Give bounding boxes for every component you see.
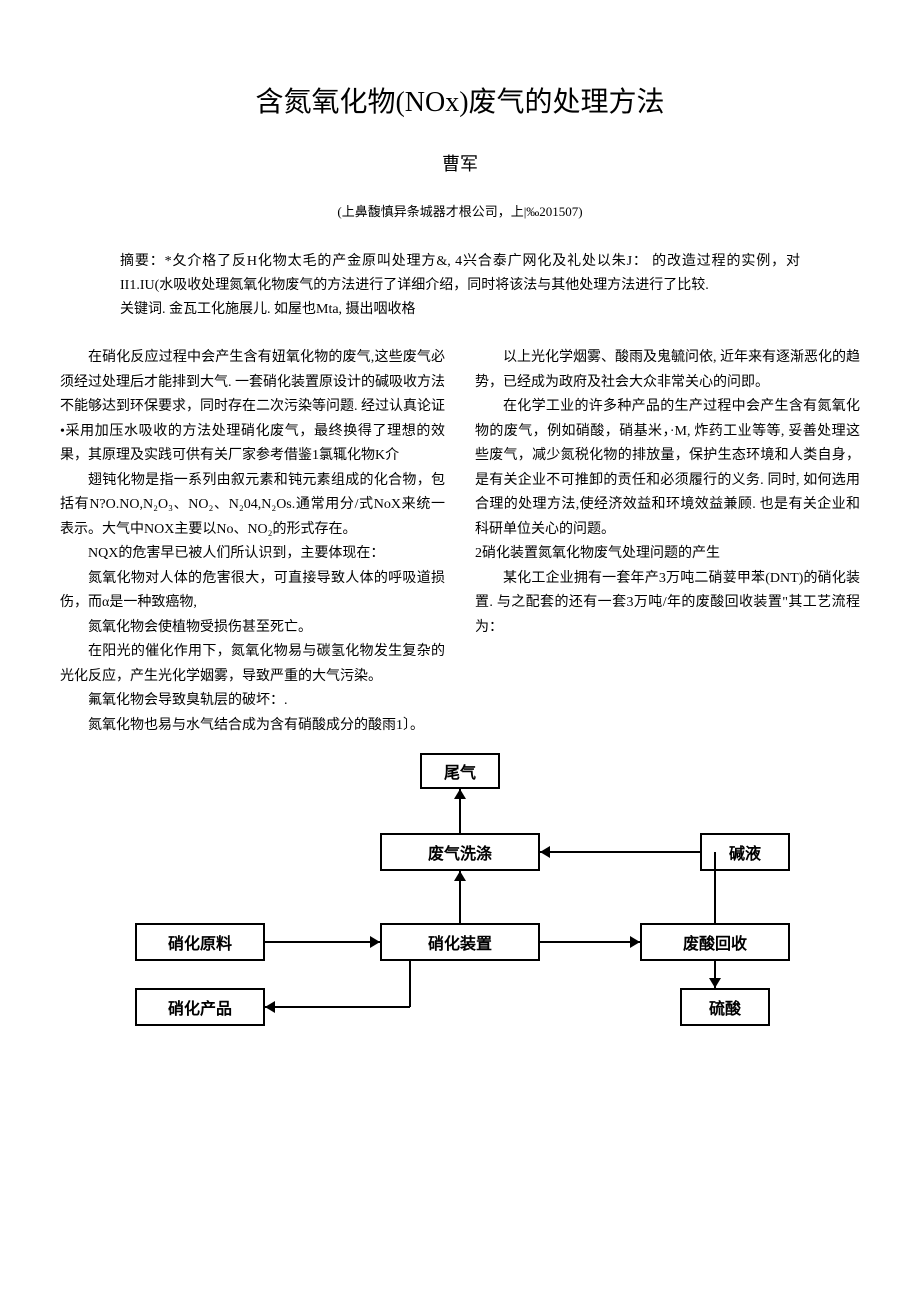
body-paragraph: 氮氧化物对人体的危害很大，可直接导致人体的呼吸道损伤，而α是一种致癌物, xyxy=(60,567,445,616)
affiliation: (上鼻馥慎异条城器才根公司，上|‰201507) xyxy=(60,201,860,220)
body-paragraph: 翅钝化物是指一系列由叙元素和钝元素组成的化合物，包括有N?O.NO,N₂O₃、N… xyxy=(60,469,445,543)
body-paragraph: 在阳光的催化作用下，氮氧化物易与碳氢化物发生复杂的光化反应，产生光化学姻雾，导致… xyxy=(60,640,445,689)
body-paragraph: 在化学工业的许多种产品的生产过程中会产生含有氮氧化物的废气，例如硝酸，硝基米，·… xyxy=(475,395,860,542)
flowchart-edge xyxy=(714,852,716,923)
author: 曹军 xyxy=(60,150,860,176)
keywords-text: 关键词. 金瓦工化施展儿. 如屋也Mta, 摄出咽收格 xyxy=(120,298,800,322)
arrowhead-icon xyxy=(454,871,466,881)
flowchart-node-reactor: 硝化装置 xyxy=(380,923,540,961)
flowchart-node-washing: 废气洗涤 xyxy=(380,833,540,871)
body-paragraph: NQX的危害早已被人们所认识到，主要体现在： xyxy=(60,542,445,567)
body-paragraph: 氮氧化物也易与水气结合成为含有硝酸成分的酸雨1〕。 xyxy=(60,714,445,739)
body-columns: 在硝化反应过程中会产生含有妞氧化物的废气,这些废气必须经过处理后才能排到大气. … xyxy=(60,346,860,738)
flowchart-edge xyxy=(265,1006,410,1008)
arrowhead-icon xyxy=(370,936,380,948)
abstract-text: 摘要：*夂介格了反H化物太毛的产金原叫处理方&, 4兴合泰广网化及礼处以朱J： … xyxy=(120,250,800,298)
arrowhead-icon xyxy=(454,789,466,799)
flowchart-node-raw: 硝化原料 xyxy=(135,923,265,961)
abstract-block: 摘要：*夂介格了反H化物太毛的产金原叫处理方&, 4兴合泰广网化及礼处以朱J： … xyxy=(60,250,860,321)
flowchart-node-recovery: 废酸回收 xyxy=(640,923,790,961)
page-title: 含氮氧化物(NOx)废气的处理方法 xyxy=(60,80,860,120)
flowchart-edge xyxy=(265,941,380,943)
arrowhead-icon xyxy=(265,1001,275,1013)
arrowhead-icon xyxy=(709,978,721,988)
right-column: 以上光化学烟雾、酸雨及鬼毓问依, 近年来有逐渐恶化的趋势，已经成为政府及社会大众… xyxy=(475,346,860,738)
flowchart-node-sulfuric: 硫酸 xyxy=(680,988,770,1026)
arrowhead-icon xyxy=(540,846,550,858)
flowchart-edge xyxy=(540,941,640,943)
process-flowchart: 尾气废气洗涤碱液硝化原料硝化装置废酸回收硝化产品硫酸 xyxy=(80,753,840,1023)
body-paragraph: 氮氧化物会使植物受损伤甚至死亡。 xyxy=(60,616,445,641)
flowchart-node-tailgas: 尾气 xyxy=(420,753,500,789)
left-column: 在硝化反应过程中会产生含有妞氧化物的废气,这些废气必须经过处理后才能排到大气. … xyxy=(60,346,445,738)
flowchart-edge xyxy=(409,961,411,1007)
flowchart-node-product: 硝化产品 xyxy=(135,988,265,1026)
body-paragraph: 某化工企业拥有一套年产3万吨二硝荽甲苯(DNT)的硝化装置. 与之配套的还有一套… xyxy=(475,567,860,641)
body-paragraph: 氟氧化物会导致臭轨层的破坏：. xyxy=(60,689,445,714)
arrowhead-icon xyxy=(630,936,640,948)
flowchart-edge xyxy=(540,851,700,853)
body-paragraph: 以上光化学烟雾、酸雨及鬼毓问依, 近年来有逐渐恶化的趋势，已经成为政府及社会大众… xyxy=(475,346,860,395)
body-paragraph: 在硝化反应过程中会产生含有妞氧化物的废气,这些废气必须经过处理后才能排到大气. … xyxy=(60,346,445,469)
section-heading: 2硝化装置氮氧化物废气处理问题的产生 xyxy=(475,542,860,567)
